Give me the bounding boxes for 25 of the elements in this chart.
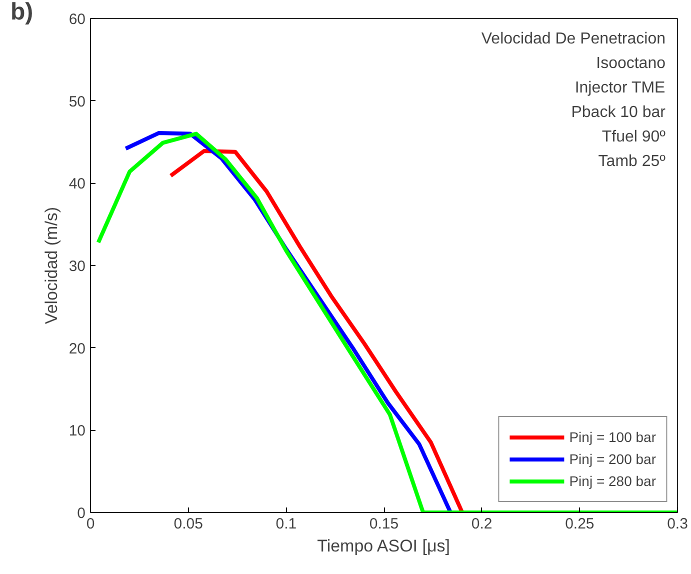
y-tick-label: 50: [68, 93, 86, 110]
x-tick-label: 0.1: [276, 516, 297, 532]
y-tick-label: 20: [68, 340, 86, 358]
x-tick-label: 0.2: [471, 516, 492, 532]
annotation: Tamb 25º: [598, 153, 666, 170]
legend-label: Pinj = 280 bar: [569, 473, 656, 489]
legend-label: Pinj = 200 bar: [569, 451, 656, 467]
x-tick-label: 0.25: [565, 516, 594, 532]
annotation: Tfuel 90º: [602, 128, 666, 146]
y-tick-label: 60: [68, 11, 86, 28]
annotation: Isooctano: [596, 55, 666, 72]
annotation: Velocidad De Penetracion: [481, 30, 666, 48]
annotation: Pback 10 bar: [571, 104, 666, 121]
y-tick-label: 40: [68, 176, 86, 193]
y-axis-title: Velocidad (m/s): [42, 206, 61, 324]
x-tick-label: 0.3: [667, 516, 688, 532]
legend-label: Pinj = 100 bar: [569, 429, 656, 445]
x-axis-title: Tiempo ASOI [μs]: [317, 536, 450, 556]
y-tick-label: 0: [77, 505, 86, 522]
x-tick-label: 0.15: [369, 516, 399, 532]
annotation: Injector TME: [574, 80, 666, 96]
chart-title: b): [10, 0, 34, 26]
x-tick-label: 0.05: [174, 516, 203, 532]
y-tick-label: 10: [68, 422, 86, 440]
y-tick-label: 30: [68, 258, 86, 275]
